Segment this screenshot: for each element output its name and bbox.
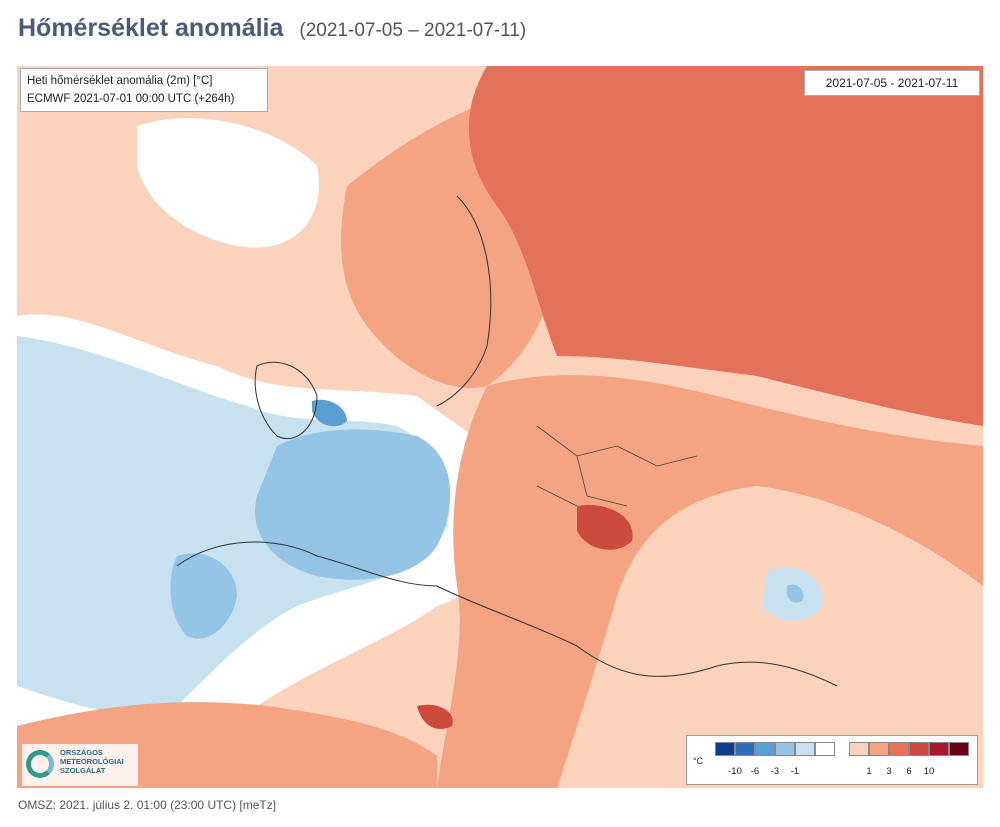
warm-core-north-africa (417, 704, 453, 730)
anomaly-map[interactable] (17, 66, 983, 788)
omsz-logo-icon (26, 750, 54, 778)
map-date-range: 2021-07-05 - 2021-07-11 (804, 70, 980, 96)
legend-swatch (889, 742, 909, 756)
cold-anomaly-iberia (170, 553, 237, 639)
cold-core-britain (312, 399, 347, 427)
map-info-box: Heti hőmérséklet anomália (2m) [°C] ECMW… (20, 68, 268, 112)
neutral-area-north-atlantic (137, 118, 319, 248)
period-subtitle: (2021-07-05 – 2021-07-11) (299, 20, 527, 41)
country-borders (536, 425, 698, 507)
legend-tick-label: -3 (770, 766, 780, 777)
legend-tick-label: 1 (866, 766, 872, 777)
legend-tick-label: 6 (906, 766, 912, 777)
coastline-mediterranean (176, 541, 838, 687)
legend-swatch (755, 742, 775, 756)
header: Hőmérséklet anomália (2021-07-05 – 2021-… (18, 14, 526, 44)
omsz-logo: ORSZÁGOS METEOROLÓGIAI SZOLGÁLAT (22, 744, 138, 786)
legend-swatch (929, 742, 949, 756)
legend-tick-label: -1 (790, 766, 800, 777)
warm-anomaly-russia (468, 66, 983, 426)
page-title: Hőmérséklet anomália (18, 14, 284, 42)
legend-swatch (849, 742, 869, 756)
legend-tick-label: 3 (886, 766, 892, 777)
legend-tick-label: -10 (728, 766, 742, 777)
legend-unit: °C (693, 756, 704, 766)
legend-swatch (735, 742, 755, 756)
legend-swatch (949, 742, 969, 756)
info-model-run: ECMWF 2021-07-01 00:00 UTC (+264h) (27, 93, 235, 105)
coastline-britain (254, 361, 318, 439)
warm-anomaly-central-europe (437, 375, 983, 788)
legend-swatch (715, 742, 735, 756)
info-variable: Heti hőmérséklet anomália (2m) [°C] (27, 75, 213, 87)
cold-core-black-sea (786, 584, 804, 603)
map-canvas (17, 66, 983, 788)
legend-swatch (869, 742, 889, 756)
coastline-scandinavia (436, 195, 492, 407)
legend-swatch (775, 742, 795, 756)
legend-tick-label: -6 (750, 766, 760, 777)
legend-swatch (815, 742, 835, 756)
legend-swatch (795, 742, 815, 756)
legend-tick-label: 10 (923, 766, 935, 777)
omsz-logo-text: ORSZÁGOS METEOROLÓGIAI SZOLGÁLAT (60, 748, 124, 775)
warm-core-hungary (577, 505, 633, 550)
cold-anomaly-france (255, 429, 451, 580)
legend-swatch (909, 742, 929, 756)
footer-credit: OMSZ: 2021. július 2. 01:00 (23:00 UTC) … (18, 798, 277, 812)
color-legend: °C -10 -6 -3 -1 1 3 6 10 (686, 735, 978, 785)
